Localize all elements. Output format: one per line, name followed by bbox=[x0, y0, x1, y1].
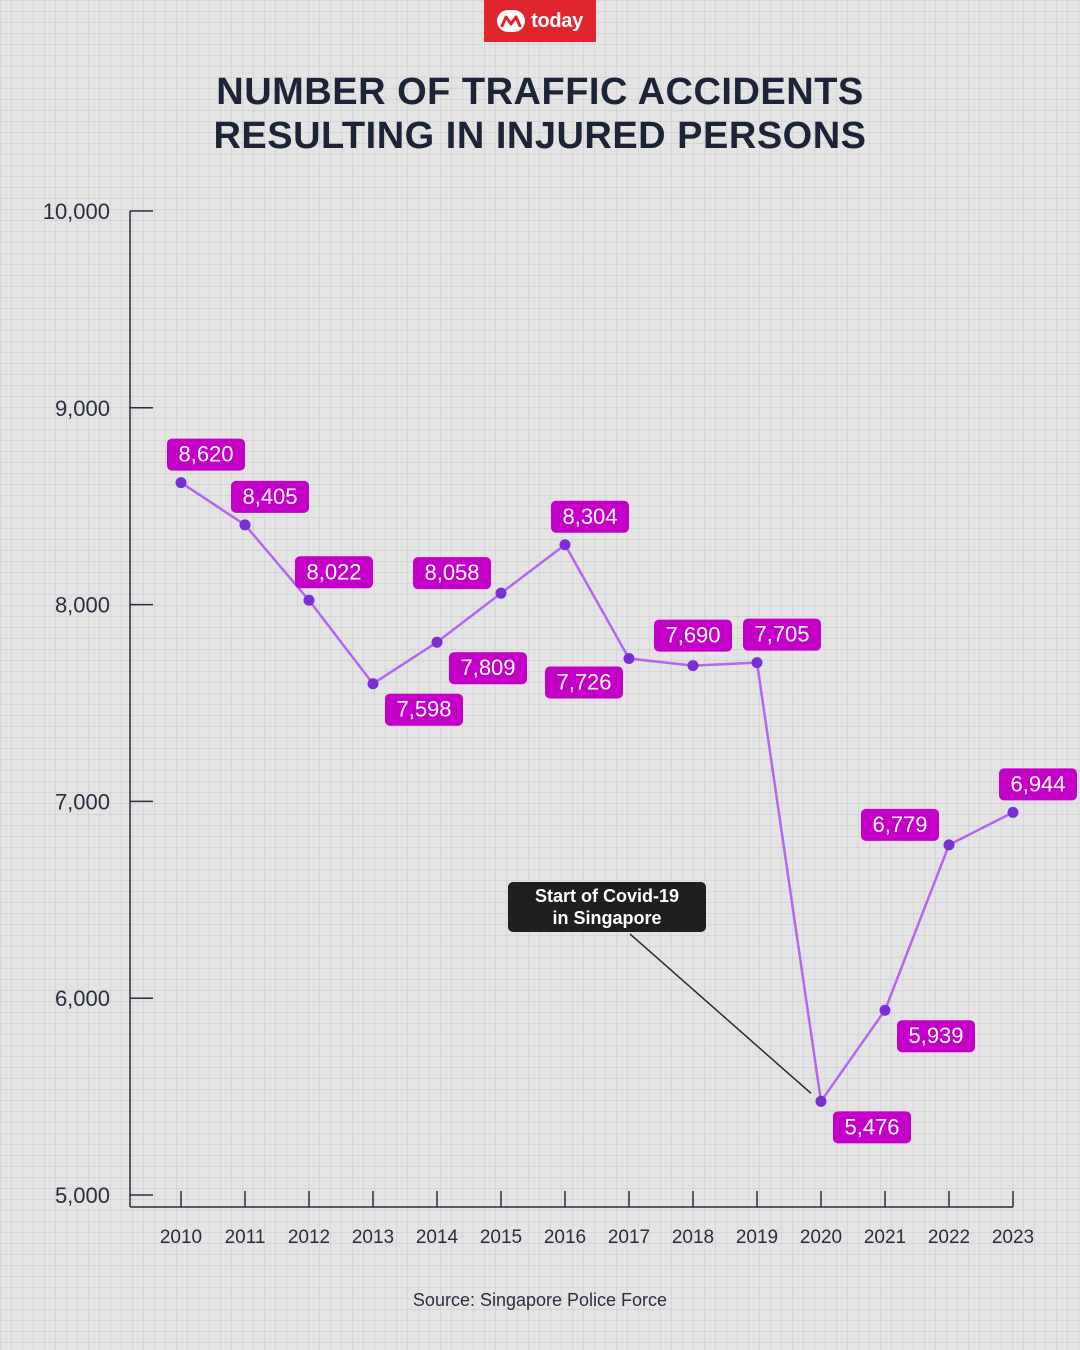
data-label-box bbox=[833, 1111, 911, 1144]
x-tick-label: 2018 bbox=[672, 1227, 714, 1248]
data-label-box bbox=[231, 480, 309, 513]
data-label: 6,944 bbox=[1010, 771, 1065, 796]
x-tick-label: 2022 bbox=[928, 1227, 970, 1248]
data-point bbox=[1007, 806, 1019, 818]
y-tick-label: 6,000 bbox=[55, 986, 110, 1011]
source-note: Source: Singapore Police Force bbox=[412, 1290, 668, 1310]
x-tick-label: 2014 bbox=[416, 1227, 459, 1248]
mediacorp-logo-icon bbox=[497, 10, 526, 32]
today-logo: today bbox=[484, 0, 596, 42]
data-label-box bbox=[551, 500, 629, 533]
data-label-box bbox=[167, 438, 245, 471]
data-label: 7,705 bbox=[754, 622, 809, 647]
data-label: 7,809 bbox=[460, 655, 515, 680]
x-tick-label: 2016 bbox=[544, 1227, 586, 1248]
annotation-text: in Singapore bbox=[552, 908, 661, 928]
data-label: 8,022 bbox=[306, 559, 361, 584]
data-label: 6,779 bbox=[872, 812, 927, 837]
data-point bbox=[751, 657, 763, 669]
data-label-box bbox=[897, 1020, 975, 1053]
x-tick-label: 2012 bbox=[288, 1227, 330, 1248]
annotation-leader-line bbox=[629, 933, 812, 1094]
data-label: 8,620 bbox=[178, 442, 233, 467]
x-tick-label: 2020 bbox=[800, 1227, 842, 1248]
series-line bbox=[180, 481, 1014, 1103]
data-point bbox=[175, 477, 187, 489]
data-label-box bbox=[654, 619, 732, 652]
x-tick-label: 2017 bbox=[608, 1227, 650, 1248]
data-label-box bbox=[385, 693, 463, 726]
y-tick-label: 7,000 bbox=[55, 789, 110, 814]
data-point bbox=[495, 587, 507, 599]
chart-title-line2: RESULTING IN INJURED PERSONS bbox=[213, 115, 867, 157]
x-tick-label: 2019 bbox=[736, 1227, 778, 1248]
x-tick-label: 2015 bbox=[480, 1227, 522, 1248]
y-tick-label: 8,000 bbox=[55, 593, 110, 618]
data-label: 8,405 bbox=[242, 484, 297, 509]
x-tick-label: 2023 bbox=[992, 1227, 1034, 1248]
data-label: 5,939 bbox=[908, 1023, 963, 1048]
data-label: 8,058 bbox=[424, 560, 479, 585]
data-point bbox=[687, 660, 699, 672]
data-point bbox=[559, 539, 571, 551]
chart-title: NUMBER OF TRAFFIC ACCIDENTS RESULTING IN… bbox=[0, 70, 1080, 158]
y-tick-label: 5,000 bbox=[55, 1183, 110, 1208]
annotation-text: Start of Covid-19 bbox=[535, 886, 679, 906]
x-tick-label: 2010 bbox=[160, 1227, 202, 1248]
data-point bbox=[879, 1004, 891, 1016]
data-point bbox=[431, 636, 443, 648]
data-label: 8,304 bbox=[562, 504, 617, 529]
chart-title-line1: NUMBER OF TRAFFIC ACCIDENTS bbox=[216, 71, 864, 113]
brand-name: today bbox=[531, 9, 583, 32]
data-label-box bbox=[999, 768, 1077, 801]
data-label-box bbox=[743, 618, 821, 651]
y-tick-label: 10,000 bbox=[43, 199, 110, 224]
data-label: 7,726 bbox=[556, 670, 611, 695]
data-label-box bbox=[861, 808, 939, 841]
x-tick-label: 2011 bbox=[225, 1227, 266, 1248]
y-tick-label: 9,000 bbox=[55, 396, 110, 421]
data-label-box bbox=[449, 652, 527, 685]
data-point bbox=[943, 839, 955, 851]
data-point bbox=[239, 519, 251, 531]
data-label: 7,690 bbox=[665, 623, 720, 648]
x-tick-label: 2013 bbox=[352, 1227, 394, 1248]
annotation-box bbox=[508, 882, 706, 932]
data-label: 7,598 bbox=[396, 697, 451, 722]
data-label-box bbox=[545, 666, 623, 699]
data-point bbox=[303, 594, 315, 606]
x-tick-label: 2021 bbox=[864, 1227, 906, 1248]
data-point bbox=[623, 653, 635, 665]
data-label-box bbox=[295, 556, 373, 589]
data-point bbox=[367, 678, 379, 690]
data-label: 5,476 bbox=[844, 1114, 899, 1139]
data-label-box bbox=[413, 557, 491, 590]
data-point bbox=[815, 1095, 827, 1107]
